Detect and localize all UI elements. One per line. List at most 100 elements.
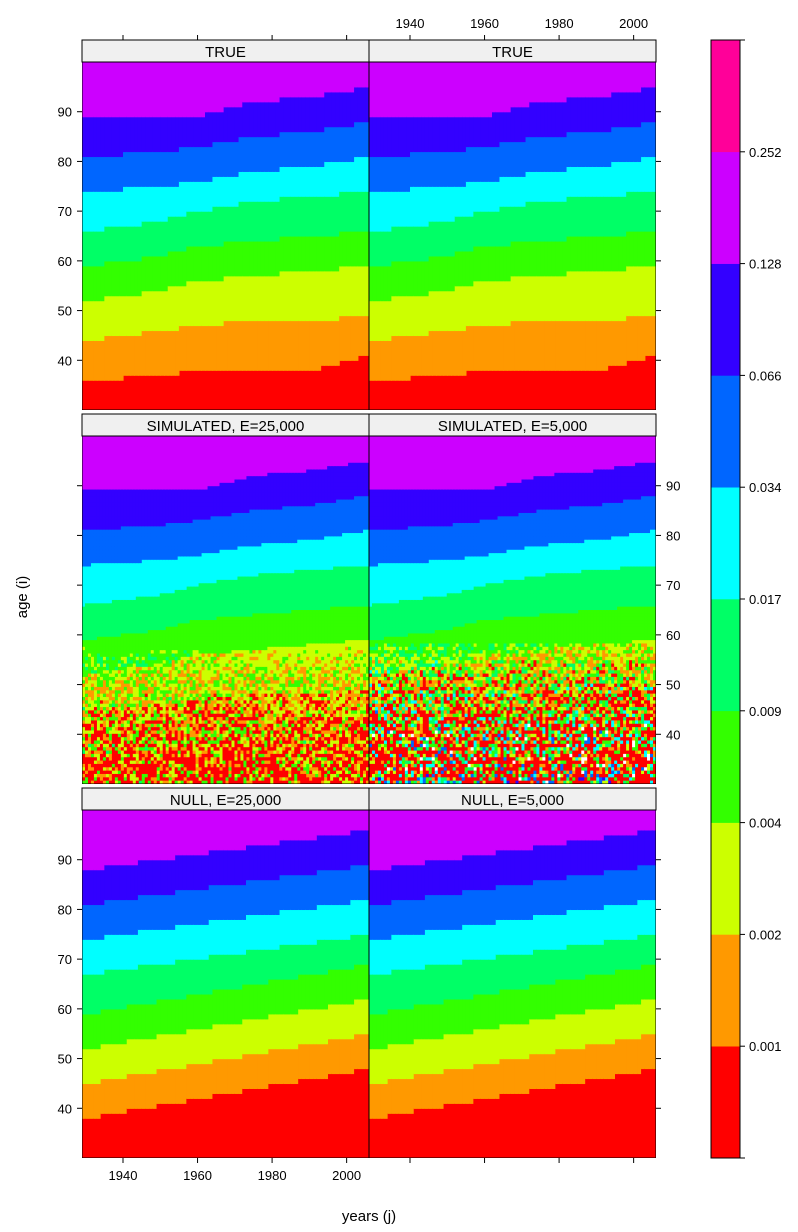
heatmap-cell [96,763,101,768]
heatmap-cell [480,62,486,118]
heatmap-cell [305,62,310,98]
heatmap-cell [361,86,366,123]
heatmap-cell [529,240,534,277]
heatmap-cell [123,586,128,591]
heatmap-cell [102,780,107,784]
heatmap-cell [150,603,155,608]
heatmap-cell [123,670,128,675]
heatmap-cell [93,780,98,784]
heatmap-cell [129,579,134,584]
heatmap-cell [120,743,125,748]
heatmap-cell [99,747,104,752]
heatmap-cell [120,673,125,678]
heatmap-cell [82,533,86,537]
heatmap-cell [171,449,176,454]
heatmap-cell [105,462,110,467]
heatmap-cell [87,456,92,460]
heatmap-cell [96,265,102,302]
heatmap-cell [309,320,314,371]
heatmap-cell [82,683,86,688]
heatmap-cell [186,630,191,634]
heatmap-cell [290,96,296,133]
heatmap-cell [177,533,182,537]
heatmap-cell [298,236,303,272]
heatmap-cell [174,613,179,618]
heatmap-cell [212,141,217,177]
heatmap-cell [644,121,650,158]
heatmap-cell [193,211,199,247]
heatmap-cell [144,606,149,611]
heatmap-cell [607,236,612,272]
heatmap-cell [84,713,89,718]
heatmap-cell [391,335,396,381]
heatmap-cell [147,482,152,487]
heatmap-cell [90,733,95,738]
heatmap-cell [183,559,188,564]
heatmap-cell [525,240,530,277]
heatmap-cell [129,610,134,614]
heatmap-cell [451,62,456,118]
heatmap-cell [90,707,95,711]
heatmap-cell [648,315,653,356]
heatmap-cell [162,737,167,741]
heatmap-cell [439,255,445,292]
heatmap-cell [102,539,107,544]
heatmap-cell [96,519,101,524]
heatmap-cell [135,743,140,748]
heatmap-cell [117,760,122,765]
heatmap-cell [126,723,131,728]
heatmap-cell [365,191,369,232]
heatmap-cell [641,121,646,158]
heatmap-cell [562,101,568,138]
heatmap-cell [168,650,173,654]
heatmap-cell [99,666,104,671]
heatmap-cell [177,676,182,681]
heatmap-cell [150,553,155,557]
heatmap-cell [114,780,119,784]
heatmap-cell [132,626,137,631]
heatmap-cell [156,489,161,494]
heatmap-cell [126,717,131,721]
heatmap-cell [190,116,195,148]
heatmap-cell [114,686,119,691]
heatmap-cell [156,743,161,748]
heatmap-cell [156,586,161,591]
heatmap-cell [87,650,92,654]
heatmap-cell [174,780,179,784]
heatmap-cell [186,559,191,564]
heatmap-cell [84,442,89,447]
heatmap-cell [171,683,176,688]
heatmap-cell [177,529,182,534]
heatmap-cell [129,763,134,768]
heatmap-cell [90,620,95,624]
heatmap-cell [123,466,128,470]
heatmap-cell [183,506,188,511]
heatmap-cell [257,240,262,277]
heatmap-cell [177,747,182,752]
heatmap-cell [141,630,146,634]
heatmap-cell [383,191,389,232]
heatmap-cell [114,656,119,661]
heatmap-cell [132,523,137,527]
heatmap-cell [153,650,158,654]
heatmap-cell [129,509,134,514]
heatmap-cell [183,656,188,661]
heatmap-cell [159,566,164,571]
heatmap-cell [84,492,89,497]
heatmap-cell [132,536,137,541]
heatmap-cell [168,723,173,728]
heatmap-cell [93,442,98,447]
heatmap-cell [84,536,89,541]
heatmap-cell [223,240,228,277]
heatmap-cell [135,737,140,741]
heatmap-cell [84,559,89,564]
heatmap-cell [90,697,95,701]
heatmap-cell [186,569,191,574]
heatmap-cell [132,472,137,477]
heatmap-cell [153,666,158,671]
heatmap-cell [84,733,89,738]
heatmap-cell [592,96,597,133]
heatmap-cell [153,703,158,708]
heatmap-cell [174,640,179,644]
heatmap-cell [132,526,137,531]
